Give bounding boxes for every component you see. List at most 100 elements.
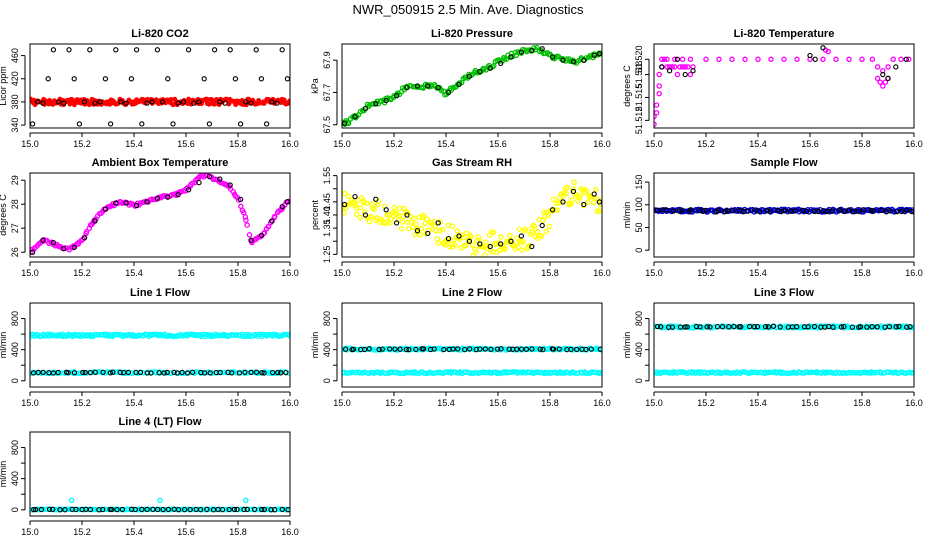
data-point bbox=[182, 188, 189, 194]
plot-frame bbox=[653, 302, 915, 388]
data-point bbox=[903, 207, 910, 213]
y-tick-label: 28 bbox=[10, 199, 20, 209]
series-raw-low bbox=[654, 369, 914, 377]
data-point bbox=[165, 194, 171, 200]
data-point bbox=[481, 252, 488, 257]
data-point bbox=[490, 229, 497, 236]
data-point bbox=[383, 207, 389, 213]
data-point bbox=[362, 105, 369, 112]
data-point bbox=[658, 369, 665, 376]
plot-frame bbox=[341, 302, 603, 388]
data-point bbox=[824, 208, 831, 215]
x-tick-label: 15.2 bbox=[385, 139, 403, 149]
data-point bbox=[456, 233, 462, 239]
plot-frame bbox=[29, 431, 291, 517]
y-tick-label: 400 bbox=[10, 471, 20, 486]
data-point bbox=[674, 56, 681, 62]
data-point bbox=[383, 97, 389, 104]
y-axis: 67.5 67.7 67.9 bbox=[322, 51, 338, 134]
data-point bbox=[498, 234, 504, 240]
data-point bbox=[61, 100, 67, 106]
y-axis-label: degrees C bbox=[0, 194, 8, 236]
data-point bbox=[656, 83, 662, 89]
data-point bbox=[449, 223, 456, 229]
data-point bbox=[278, 370, 284, 376]
data-point bbox=[466, 73, 473, 79]
data-point bbox=[398, 225, 405, 232]
x-tick-label: 15.8 bbox=[541, 139, 559, 149]
data-point bbox=[764, 208, 770, 214]
data-point bbox=[574, 346, 580, 353]
data-point bbox=[550, 196, 557, 202]
x-axis: 15.0 15.2 15.4 15.6 15.8 16.0 bbox=[21, 261, 299, 278]
x-tick-label: 15.8 bbox=[853, 398, 871, 408]
data-point bbox=[243, 217, 249, 223]
data-point bbox=[456, 81, 462, 88]
x-tick-label: 15.8 bbox=[541, 268, 559, 278]
data-point bbox=[703, 207, 709, 214]
data-point bbox=[222, 100, 228, 106]
data-point bbox=[76, 121, 83, 127]
data-point bbox=[123, 200, 129, 206]
data-point bbox=[412, 231, 418, 238]
data-point bbox=[55, 369, 61, 376]
data-point bbox=[175, 506, 182, 513]
data-point bbox=[133, 47, 140, 53]
data-point bbox=[154, 47, 161, 53]
data-point bbox=[184, 370, 191, 376]
data-point bbox=[672, 56, 678, 63]
data-point bbox=[97, 99, 103, 105]
data-point bbox=[261, 370, 267, 376]
x-axis: 15.0 15.2 15.4 15.6 15.8 16.0 bbox=[21, 132, 299, 149]
data-point bbox=[811, 208, 818, 215]
y-tick-label: 460 bbox=[10, 48, 20, 63]
x-tick-label: 15.8 bbox=[853, 139, 871, 149]
data-point bbox=[253, 369, 260, 375]
data-point bbox=[768, 56, 774, 63]
data-point bbox=[598, 205, 602, 212]
data-points bbox=[342, 345, 602, 377]
x-tick-label: 15.6 bbox=[177, 139, 195, 149]
x-tick-label: 16.0 bbox=[281, 139, 299, 149]
data-point bbox=[851, 370, 858, 376]
data-point bbox=[874, 324, 880, 330]
data-point bbox=[593, 186, 599, 193]
data-point bbox=[534, 229, 541, 235]
data-point bbox=[767, 208, 773, 215]
x-tick-label: 15.6 bbox=[801, 398, 819, 408]
data-point bbox=[269, 218, 275, 224]
x-tick-label: 15.2 bbox=[73, 268, 91, 278]
data-point bbox=[906, 56, 912, 63]
data-point bbox=[345, 193, 352, 200]
data-point bbox=[35, 369, 41, 376]
data-point bbox=[279, 47, 285, 53]
y-tick-label: 1.40 bbox=[322, 206, 332, 224]
data-point bbox=[854, 370, 861, 376]
y-tick-label: 0 bbox=[634, 248, 644, 253]
data-point bbox=[100, 369, 106, 375]
data-point bbox=[583, 346, 589, 353]
data-point bbox=[487, 243, 493, 250]
y-tick-label: 150 bbox=[634, 175, 644, 190]
data-point bbox=[361, 199, 367, 206]
x-tick-label: 15.6 bbox=[489, 139, 507, 149]
data-point bbox=[241, 506, 247, 513]
plot-frame bbox=[29, 302, 291, 388]
data-point bbox=[271, 507, 278, 513]
data-point bbox=[357, 214, 363, 221]
data-point bbox=[805, 324, 811, 330]
series-2-5-min-average bbox=[342, 346, 602, 353]
data-point bbox=[408, 219, 415, 225]
data-point bbox=[206, 121, 213, 127]
data-point bbox=[133, 202, 140, 209]
data-point bbox=[654, 109, 660, 116]
data-point bbox=[391, 204, 398, 211]
figure-title: NWR_050915 2.5 Min. Ave. Diagnostics bbox=[353, 2, 584, 17]
data-point bbox=[113, 200, 119, 206]
data-point bbox=[197, 506, 204, 513]
data-point bbox=[467, 346, 473, 352]
data-point bbox=[514, 235, 520, 241]
series-2-5-min-average bbox=[30, 369, 289, 376]
x-tick-label: 15.8 bbox=[541, 398, 559, 408]
